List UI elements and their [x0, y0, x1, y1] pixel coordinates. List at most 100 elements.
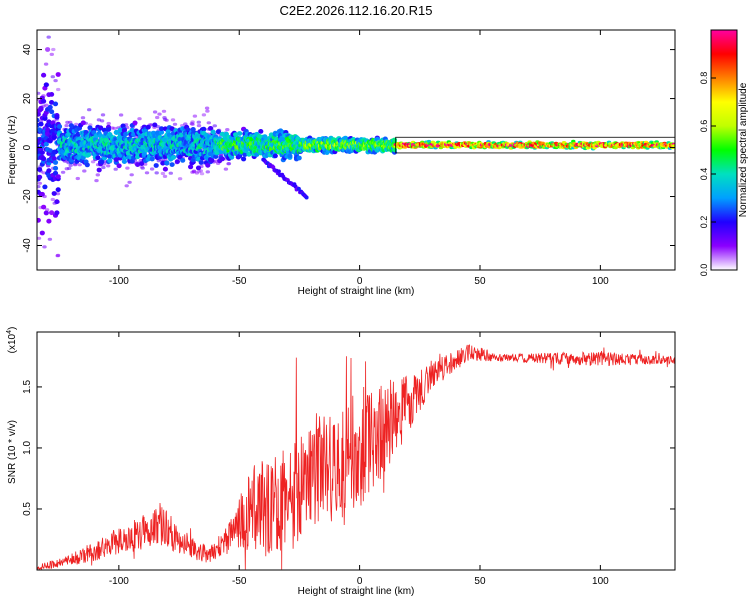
spectrogram-cell — [39, 230, 45, 236]
spectrogram-cell — [95, 173, 101, 177]
spectrogram-cell — [41, 72, 47, 78]
spectrogram-cell — [144, 171, 150, 175]
spectrogram-cell — [90, 160, 96, 164]
spectrogram-cell — [180, 158, 186, 163]
spectrogram-x-ticks: -100 -50 0 50 100 — [109, 30, 609, 287]
spectrogram-cell — [37, 91, 41, 95]
spectrogram-cell — [43, 141, 49, 147]
spectrogram-y-ticks: -40 -20 0 20 40 — [22, 44, 675, 253]
spectrogram-cell — [205, 162, 211, 168]
spectrogram-cell — [107, 158, 113, 164]
spectrogram-cell — [52, 165, 59, 171]
spectrogram-cell — [242, 152, 248, 158]
spectrogram-cell — [75, 131, 81, 137]
spectrogram-cell — [153, 163, 159, 168]
spectrogram-cell — [198, 160, 204, 165]
spectrogram-cell — [55, 72, 61, 77]
spectrogram-cell — [129, 173, 134, 177]
spectrogram-x-label: Height of straight line (km) — [298, 286, 415, 297]
snr-panel: -100 -50 0 50 100 0.5 1.0 1.5 Height of straig… — [6, 327, 676, 597]
spectrogram-cell — [49, 210, 55, 216]
spectrogram-cell — [37, 217, 41, 223]
spectrogram-cell — [287, 153, 293, 159]
spectrogram-cell — [164, 160, 170, 166]
spectrogram-cell — [152, 110, 158, 114]
x-tick-label: 100 — [592, 276, 609, 287]
spectrogram-cell — [194, 171, 200, 175]
spectrogram-cell — [99, 119, 105, 123]
spectrogram-cell — [196, 120, 201, 124]
spectrogram-cell — [158, 130, 165, 135]
spectrogram-cell — [51, 156, 57, 161]
colorbar-tick-label: 0.2 — [699, 216, 709, 229]
spectrogram-cell — [43, 62, 49, 66]
spectrogram-cell — [113, 157, 119, 162]
spectrogram-cell — [98, 125, 104, 131]
spectrogram-cell — [37, 167, 43, 172]
spectrogram-cell — [205, 170, 210, 174]
spectrogram-cell — [168, 171, 173, 175]
spectrogram-cell — [190, 122, 195, 126]
colorbar-tick-label: 0.8 — [699, 72, 709, 85]
snr-y-label: SNR (10 * v/v) — [7, 420, 18, 484]
spectrogram-cell — [47, 148, 53, 154]
spectrogram-cell — [37, 185, 41, 189]
snr-y-ticks: 0.5 1.0 1.5 — [22, 380, 675, 516]
spectrogram-cell — [45, 47, 51, 52]
x-tick-label: 50 — [474, 276, 486, 287]
spectrogram-cell — [223, 167, 229, 171]
spectrogram-cell — [192, 114, 198, 118]
spectrogram-cell — [140, 166, 145, 170]
x-tick-label: -100 — [109, 276, 129, 287]
spectrogram-cell — [237, 131, 243, 136]
spectrogram-cell — [125, 166, 130, 170]
spectrogram-cell — [118, 113, 124, 117]
spectrogram-cell — [205, 109, 210, 113]
spectrogram-cell — [241, 156, 247, 162]
spectrogram-cell — [100, 113, 106, 117]
spectrogram-cell — [56, 87, 61, 92]
y-tick-label: 0.5 — [22, 502, 33, 516]
spectrogram-cell — [56, 124, 63, 129]
spectrogram-cell — [124, 184, 129, 188]
spectrogram-cell — [49, 52, 54, 57]
spectrogram-cell — [47, 237, 53, 241]
spectrogram-cell — [42, 184, 48, 190]
spectrogram-cell — [55, 187, 61, 193]
spectrogram-cell — [43, 82, 49, 88]
spectrogram-cell — [68, 120, 73, 124]
spectrogram-cell — [210, 129, 216, 135]
spectrogram-cell — [67, 166, 72, 170]
spectrogram-cell — [42, 245, 47, 249]
spectrogram-cell — [101, 165, 106, 170]
spectrogram-cell — [198, 169, 203, 173]
spectrogram-cell — [51, 47, 56, 52]
spectrogram-cell — [41, 156, 47, 162]
spectrogram-cell — [39, 150, 45, 156]
spectrogram-cell — [654, 140, 659, 144]
spectrogram-cell — [54, 114, 60, 120]
spectrogram-cell — [169, 162, 175, 168]
spectrogram-cell — [49, 100, 55, 105]
snr-multiplier-exponent: 4 — [6, 330, 13, 334]
spectrogram-cell — [172, 122, 178, 126]
spectrogram-cell — [191, 169, 197, 173]
spectrogram-cell — [135, 162, 141, 168]
spectrogram-cell — [188, 164, 194, 170]
snr-series-line — [37, 343, 675, 570]
spectrogram-cell — [50, 75, 55, 79]
spectrogram-cell — [75, 176, 81, 181]
spectrogram-cell — [131, 132, 137, 138]
spectrogram-cell — [45, 127, 51, 133]
spectrogram-cell — [149, 167, 155, 171]
spectrogram-cell — [82, 169, 87, 173]
spectrogram-cell — [123, 131, 129, 137]
spectrogram-cell — [145, 124, 151, 130]
spectrogram-cell — [105, 127, 112, 132]
spectrogram-cell — [77, 163, 82, 167]
spectrogram-cell — [47, 104, 53, 110]
spectrogram-cell — [162, 174, 168, 178]
colorbar: 0.0 0.2 0.4 0.6 0.8 Normalized spectral ampl… — [699, 29, 749, 276]
spectrogram-cell — [209, 158, 215, 163]
